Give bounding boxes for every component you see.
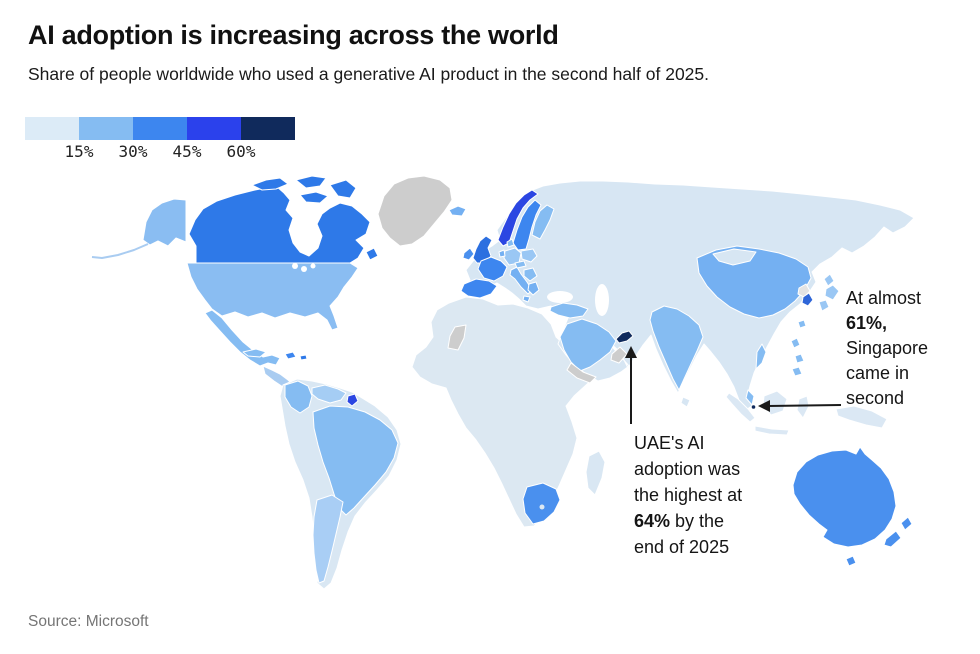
- legend-swatch-band-3: [133, 117, 187, 140]
- country-venezuela: [311, 384, 347, 404]
- country-singapore: [751, 405, 756, 409]
- country-oman: [610, 346, 628, 364]
- country-japan: [818, 273, 840, 312]
- region-benelux: [498, 249, 506, 258]
- island-sri-lanka: [680, 396, 691, 408]
- country-greece: [527, 281, 540, 296]
- annotation-singapore-value: 61%,: [846, 313, 888, 333]
- great-lakes: [310, 263, 316, 269]
- island-sicily: [522, 295, 531, 303]
- annotation-uae-text: UAE's AI adoption was the highest at: [634, 433, 743, 505]
- island-new-guinea: [835, 405, 888, 429]
- country-denmark: [506, 238, 515, 248]
- country-new-zealand: [883, 516, 913, 548]
- island-puerto-rico: [299, 354, 308, 361]
- annotation-uae: UAE's AI adoption was the highest at 64%…: [634, 430, 750, 560]
- country-usa: [186, 262, 359, 331]
- source-credit: Source: Microsoft: [28, 613, 149, 630]
- country-south-korea: [801, 292, 814, 307]
- island-sulawesi: [796, 395, 810, 419]
- annotation-singapore: At almost 61%, Singapore came in second: [846, 286, 950, 411]
- country-colombia: [284, 380, 313, 414]
- legend-tick-60: 60%: [226, 142, 256, 161]
- country-argentina: [312, 494, 344, 584]
- great-lakes: [292, 263, 298, 269]
- island-java: [754, 425, 790, 436]
- island-tasmania: [845, 555, 857, 567]
- country-finland: [531, 204, 555, 240]
- region-balkans: [523, 267, 538, 282]
- black-sea: [547, 291, 573, 303]
- country-ireland: [462, 247, 475, 261]
- country-mongolia: [712, 248, 757, 266]
- country-australia: [792, 446, 897, 548]
- country-spain: [460, 278, 498, 299]
- legend-swatch-band-2: [79, 117, 133, 140]
- uae-arrowhead: [625, 346, 637, 358]
- great-lakes: [301, 266, 307, 272]
- legend-tick-15: 15%: [64, 142, 94, 161]
- annotation-uae-text-after: by the end of 2025: [634, 511, 730, 557]
- region-western-sahara: [447, 324, 467, 351]
- country-saudi-arabia: [559, 318, 617, 372]
- legend-swatch-band-1: [25, 117, 79, 140]
- country-brazil: [312, 405, 399, 516]
- legend-tick-30: 30%: [118, 142, 148, 161]
- region-central-europe: [514, 260, 527, 269]
- aleutian-islands: [91, 243, 149, 259]
- country-poland: [520, 248, 538, 263]
- island-sumatra: [725, 392, 756, 423]
- legend-swatch-band-4: [187, 117, 241, 140]
- annotation-singapore-text-after: Singapore came in second: [846, 338, 929, 408]
- singapore-annotation-arrow: [767, 404, 842, 407]
- country-vietnam: [755, 343, 767, 370]
- legend-swatch-row: [25, 117, 325, 140]
- country-greenland: [377, 175, 453, 247]
- chart-title: AI adoption is increasing across the wor…: [28, 20, 559, 50]
- country-canada: [188, 185, 371, 264]
- chart-subtitle: Share of people worldwide who used a gen…: [28, 64, 710, 84]
- country-turkey: [549, 302, 589, 319]
- legend-tick-45: 45%: [172, 142, 202, 161]
- country-yemen: [566, 362, 597, 384]
- country-alaska: [142, 198, 187, 247]
- color-legend: 15% 30% 45% 60%: [25, 117, 325, 165]
- country-iceland: [448, 205, 467, 217]
- annotation-singapore-text: At almost: [846, 288, 922, 308]
- island-taiwan: [797, 319, 807, 329]
- country-philippines: [790, 337, 805, 377]
- country-mexico: [204, 309, 281, 367]
- annotation-uae-value: 64%: [634, 511, 671, 531]
- canada-arctic-islands: [251, 175, 379, 261]
- country-lesotho: [539, 504, 545, 510]
- island-hispaniola: [284, 351, 297, 360]
- country-sweden: [512, 199, 542, 251]
- country-south-africa: [522, 482, 561, 525]
- country-india: [649, 305, 704, 391]
- island-madagascar: [585, 450, 606, 496]
- caspian-sea: [595, 284, 609, 316]
- country-france: [477, 256, 508, 282]
- singapore-arrowhead: [758, 400, 770, 412]
- country-china: [696, 245, 812, 319]
- region-french-guiana: [346, 393, 359, 407]
- country-malaysia: [745, 389, 755, 406]
- country-cuba: [242, 348, 267, 358]
- country-uae: [615, 330, 634, 344]
- legend-swatch-band-5: [241, 117, 295, 140]
